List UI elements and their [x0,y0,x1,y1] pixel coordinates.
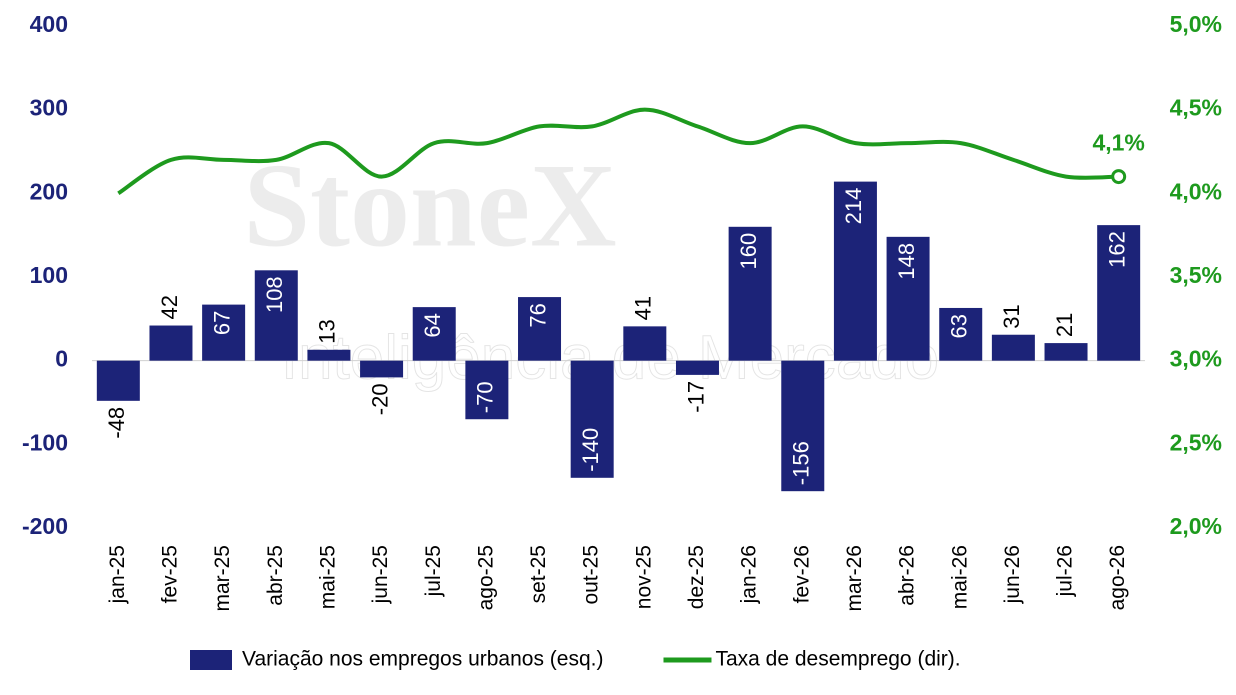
bar-value-label: 42 [157,295,182,319]
bar-value-label: 76 [525,303,550,327]
bar-value-label: -140 [578,428,603,472]
y-tick-label: -100 [22,429,68,455]
x-tick-label: dez-25 [685,545,708,609]
y2-tick-label: 3,5% [1170,262,1222,288]
bar-value-label: 13 [315,319,340,343]
legend-label: Taxa de desemprego (dir). [715,648,960,671]
bar [570,360,614,478]
y2-tick-label: 4,0% [1170,178,1222,204]
x-tick-label: mai-26 [948,545,971,609]
bar [96,360,140,401]
bar [202,304,246,361]
bar-value-label: 31 [999,304,1024,328]
bar-value-label: 41 [631,296,656,320]
x-tick-label: jan-25 [106,545,129,604]
x-tick-label: set-25 [527,545,550,603]
bar-value-label: 21 [1052,313,1077,337]
x-tick-label: jun-26 [1001,545,1024,604]
bar-value-label: -17 [683,381,708,413]
bar-value-label: 160 [736,233,761,270]
bar [781,360,825,492]
bar [623,326,667,361]
bar-value-label: 67 [209,311,234,335]
bar-value-label: 63 [947,314,972,338]
bar-value-label: -20 [367,383,392,415]
x-tick-label: fev-25 [159,545,182,603]
bar [254,270,298,361]
bar-value-label: 148 [894,243,919,280]
x-tick-label: ago-26 [1106,545,1129,610]
y2-tick-label: 5,0% [1170,11,1222,37]
line-value-label: 4,1% [1092,130,1144,156]
bar [149,325,193,361]
x-tick-label: jan-26 [738,545,761,604]
legend-label: Variação nos empregos urbanos (esq.) [242,648,603,671]
x-tick-label: abr-25 [264,545,287,606]
bar [360,360,404,378]
x-tick-label: out-25 [580,545,603,605]
bar-value-label: -48 [104,407,129,439]
x-tick-label: mar-26 [843,545,866,612]
bar-value-label: 64 [420,313,445,337]
watermark-brand: StoneX [243,139,616,272]
y2-tick-label: 4,5% [1170,95,1222,121]
x-tick-label: jul-25 [422,545,445,597]
x-tick-label: nov-25 [632,545,655,609]
bar [465,360,509,420]
y-tick-label: 300 [30,95,68,121]
y-tick-label: 200 [30,178,68,204]
x-tick-label: mar-25 [211,545,234,612]
bar-value-label: -156 [789,441,814,485]
x-tick-label: fev-26 [790,545,813,603]
y2-tick-label: 2,0% [1170,513,1222,539]
x-tick-label: jun-25 [369,545,392,604]
bar [1044,343,1088,361]
x-tick-label: ago-25 [474,545,497,610]
bar [886,236,930,361]
y-tick-label: 400 [30,11,68,37]
bar [991,334,1035,361]
bar [518,297,562,361]
bar [307,349,351,361]
line-marker [1111,169,1127,185]
legend-swatch [190,650,232,670]
line [117,107,1119,196]
y-tick-label: -200 [22,513,68,539]
bar-value-label: 108 [262,276,287,313]
bar [728,226,772,361]
bar-value-label: 162 [1104,231,1129,268]
y-tick-label: 0 [55,346,68,372]
bar [1097,225,1141,361]
y-tick-label: 100 [30,262,68,288]
y2-tick-label: 2,5% [1170,429,1222,455]
bar [412,307,456,361]
bar [675,360,719,375]
bar [833,181,877,361]
x-tick-label: mai-25 [316,545,339,609]
x-tick-label: abr-26 [896,545,919,606]
bar [939,307,983,361]
bar-value-label: 214 [841,188,866,225]
x-tick-label: jul-26 [1054,545,1077,597]
y2-tick-label: 3,0% [1170,346,1222,372]
bar-value-label: -70 [473,381,498,413]
